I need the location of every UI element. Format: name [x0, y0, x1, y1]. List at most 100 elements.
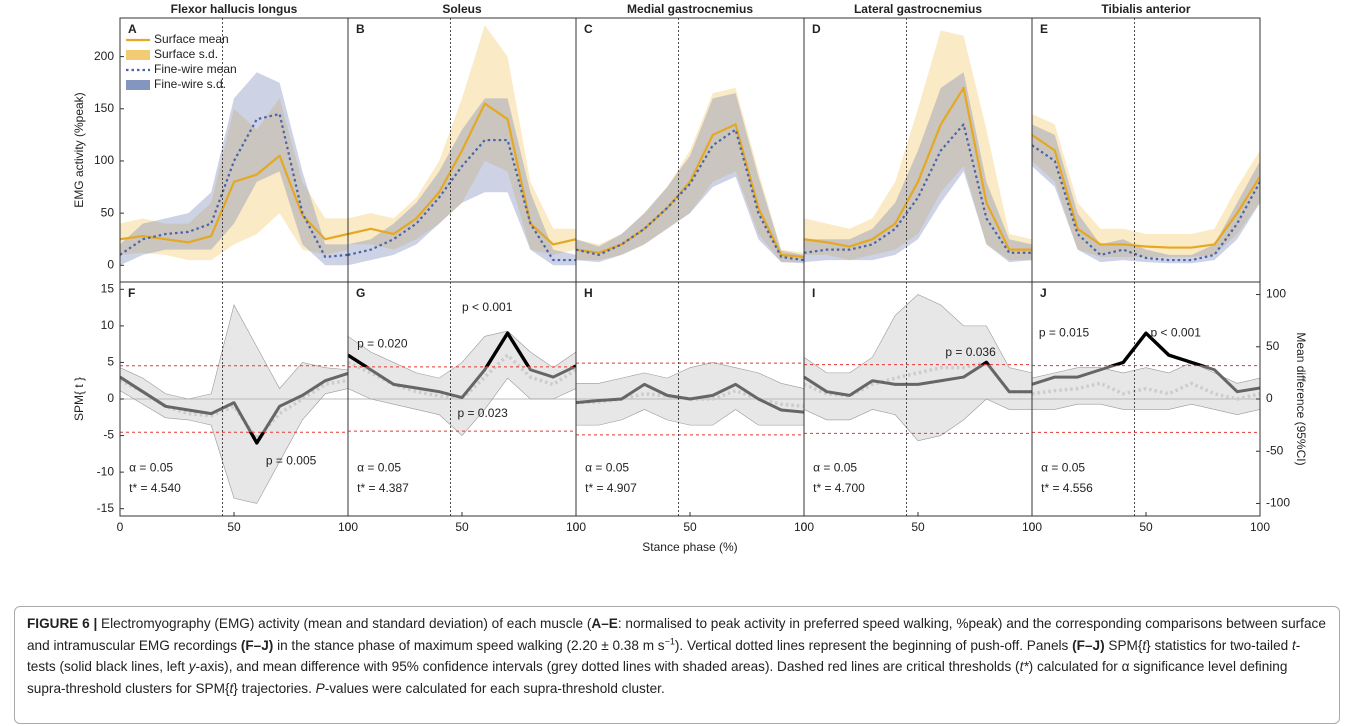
mean-difference-line: [576, 388, 804, 409]
x-tick-label: 50: [911, 520, 925, 534]
x-tick-label: 0: [801, 520, 808, 534]
x-tick-label: 0: [573, 520, 580, 534]
caption-text: SPM{: [1104, 637, 1143, 653]
p-value: p < 0.001: [1151, 325, 1202, 339]
x-tick-label: 100: [566, 520, 586, 534]
sd-band: [120, 72, 348, 266]
caption-text: Electromyography (EMG) activity (mean an…: [97, 616, 592, 631]
panel-plot: [1032, 18, 1260, 282]
panel-letter: A: [128, 22, 137, 36]
mean-line: [348, 102, 576, 246]
p-value: p = 0.023: [457, 406, 508, 420]
legend-swatch: [126, 50, 150, 60]
spm-line: [804, 360, 1032, 397]
x-tick-label: 0: [345, 520, 352, 534]
y-tick-label: 50: [101, 205, 115, 219]
x-tick-label: 100: [1022, 520, 1042, 534]
p-value: p = 0.005: [266, 453, 317, 467]
caption-text: t: [1291, 637, 1296, 653]
threshold-label: t* = 4.907: [585, 481, 637, 495]
panel-letter: F: [128, 286, 135, 300]
panel-letter: G: [356, 286, 365, 300]
caption-text: (F–J): [240, 637, 274, 653]
caption-text: P: [315, 680, 325, 696]
y-tick-label: 5: [107, 355, 114, 369]
mean-line: [576, 128, 804, 262]
legend-label: Surface s.d.: [154, 47, 218, 61]
y-tick-label: 0: [107, 257, 114, 271]
legend-label: Fine-wire s.d.: [154, 77, 226, 91]
sd-band: [348, 25, 576, 255]
caption-text: } trajectories.: [233, 680, 316, 696]
alpha-label: α = 0.05: [129, 461, 173, 475]
x-tick-label: 0: [117, 520, 124, 534]
sd-band: [804, 294, 1032, 442]
y-tick-label: 10: [101, 318, 115, 332]
y2-tick-label: -100: [1266, 496, 1290, 510]
threshold-label: t* = 4.556: [1041, 481, 1093, 495]
caption-text: -axis), and mean difference with 95% con…: [195, 659, 1020, 674]
panel-title: Flexor hallucis longus: [171, 2, 298, 16]
panel-letter: D: [812, 22, 821, 36]
y-tick-label: 200: [94, 49, 114, 63]
caption-text: t*: [1019, 659, 1029, 674]
spm-line: [120, 371, 348, 445]
y-axis-label: SPM{ t }: [72, 377, 86, 421]
x-tick-label: 100: [338, 520, 358, 534]
caption-text: t: [229, 680, 234, 696]
legend-label: Fine-wire mean: [154, 62, 237, 76]
panel-plot: [804, 282, 1032, 516]
panel-letter: B: [356, 22, 365, 36]
caption-text: in the stance phase of maximum speed wal…: [273, 637, 665, 653]
panel-letter: I: [812, 286, 815, 300]
spm-line: [576, 382, 804, 414]
caption-text: -values were calculated for each supra-t…: [324, 680, 665, 696]
panel-plot: [348, 282, 576, 516]
x-tick-label: 100: [1250, 520, 1270, 534]
panel-letter: C: [584, 22, 593, 36]
y2-tick-label: -50: [1266, 443, 1284, 457]
mean-line: [1032, 133, 1260, 249]
caption-text: -tests (solid black lines, left: [27, 637, 1301, 675]
alpha-label: α = 0.05: [1041, 461, 1085, 475]
y2-tick-label: 100: [1266, 287, 1286, 301]
caption-text: −1: [664, 635, 675, 646]
caption-text: : normalised to peak activity in preferr…: [27, 616, 1326, 653]
panel-title: Soleus: [442, 2, 482, 16]
y2-axis-label: Mean difference (95%CI): [1294, 332, 1308, 465]
panel-plot: [576, 18, 804, 282]
panel-title: Lateral gastrocnemius: [854, 2, 982, 16]
panel-title: Tibialis anterior: [1101, 2, 1190, 16]
caption: FIGURE 6 | Electromyography (EMG) activi…: [14, 606, 1340, 724]
mean-line: [1032, 144, 1260, 262]
p-value: p = 0.015: [1039, 325, 1090, 339]
y-tick-label: 0: [107, 391, 114, 405]
y-axis-label: EMG activity (%peak): [72, 92, 86, 207]
x-axis-label: Stance phase (%): [642, 540, 737, 554]
mean-line: [120, 112, 348, 259]
x-tick-label: 0: [1029, 520, 1036, 534]
caption-text: (F–J): [1072, 637, 1105, 653]
sd-band: [576, 93, 804, 264]
y-tick-label: -10: [97, 464, 115, 478]
panel-plot: [1032, 282, 1260, 516]
x-tick-label: 100: [794, 520, 814, 534]
p-value: p = 0.020: [357, 336, 408, 350]
legend-label: Surface mean: [154, 32, 229, 46]
alpha-label: α = 0.05: [813, 461, 857, 475]
sd-band: [804, 30, 1032, 261]
x-tick-label: 50: [683, 520, 697, 534]
panel-plot: [576, 282, 804, 516]
sd-band: [1032, 124, 1260, 264]
p-value: p < 0.001: [462, 300, 513, 314]
caption-text: A–E: [591, 616, 618, 631]
sd-band: [804, 72, 1032, 263]
panel-letter: E: [1040, 22, 1048, 36]
legend-swatch: [126, 80, 150, 90]
caption-text: t: [1142, 637, 1147, 653]
alpha-label: α = 0.05: [585, 461, 629, 475]
mean-line: [348, 138, 576, 262]
alpha-label: α = 0.05: [357, 461, 401, 475]
y-tick-label: -5: [103, 428, 114, 442]
sd-band: [576, 362, 804, 426]
